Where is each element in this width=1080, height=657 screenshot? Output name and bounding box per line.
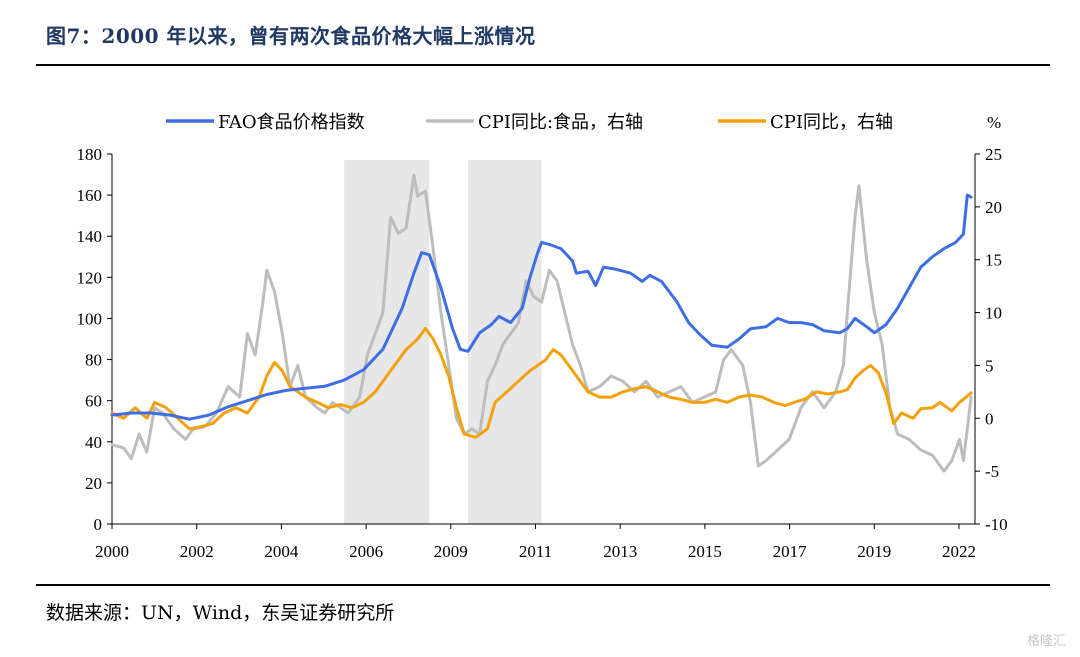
right-tick-label: 15: [985, 251, 1002, 270]
x-tick-label: 2019: [857, 542, 891, 561]
x-tick-label: 2017: [773, 542, 808, 561]
right-tick-label: 20: [985, 198, 1002, 217]
right-tick-label: 0: [985, 409, 994, 428]
right-tick-label: -10: [985, 515, 1008, 534]
left-tick-label: 60: [85, 392, 102, 411]
legend-label-1: FAO食品价格指数: [218, 112, 365, 133]
x-tick-label: 2006: [349, 542, 383, 561]
page-title: 图7：2000 年以来，曾有两次食品价格大幅上涨情况: [46, 24, 536, 48]
right-tick-label: 10: [985, 304, 1002, 323]
right-axis-unit: %: [987, 113, 1001, 132]
watermark: 格隆汇: [1026, 634, 1066, 649]
right-tick-label: 5: [985, 356, 994, 375]
legend: FAO食品价格指数 CPI同比:食品，右轴 CPI同比，右轴: [166, 112, 893, 133]
bottom-rule: [36, 584, 1050, 586]
left-tick-label: 180: [77, 145, 103, 164]
x-tick-label: 2013: [603, 542, 637, 561]
chart: 0 20 40 60 80 100 120 140 160 180 -10 -5 0 5 10 15 20 25%…: [77, 112, 1008, 561]
series-lines: [110, 173, 973, 473]
right-tick-label: -5: [985, 462, 999, 481]
right-tick-label: 25: [985, 145, 1002, 164]
left-tick-label: 100: [77, 309, 103, 328]
top-rule: [36, 64, 1050, 66]
left-tick-label: 160: [77, 186, 103, 205]
x-tick-label: 2015: [688, 542, 722, 561]
x-tick-label: 2000: [95, 542, 129, 561]
x-tick-label: 2004: [264, 542, 299, 561]
source-note: 数据来源：UN，Wind，东吴证券研究所: [46, 602, 395, 624]
left-tick-label: 80: [85, 351, 102, 370]
legend-label-3: CPI同比，右轴: [770, 112, 893, 133]
left-tick-label: 40: [85, 433, 102, 452]
legend-label-2: CPI同比:食品，右轴: [478, 112, 643, 133]
left-tick-label: 140: [77, 227, 103, 246]
axes: 0 20 40 60 80 100 120 140 160 180 -10 -5 0 5 10 15 20 25%…: [77, 113, 1008, 561]
x-tick-label: 2022: [942, 542, 976, 561]
x-tick-label: 2002: [180, 542, 214, 561]
series-line-2: [110, 173, 973, 473]
x-tick-label: 2009: [434, 542, 468, 561]
left-tick-label: 120: [77, 268, 103, 287]
series-line-1: [110, 193, 973, 421]
left-tick-label: 20: [85, 474, 102, 493]
left-tick-label: 0: [94, 515, 103, 534]
shaded-periods: [344, 160, 542, 524]
x-tick-label: 2011: [519, 542, 552, 561]
series-line-3: [110, 326, 973, 439]
